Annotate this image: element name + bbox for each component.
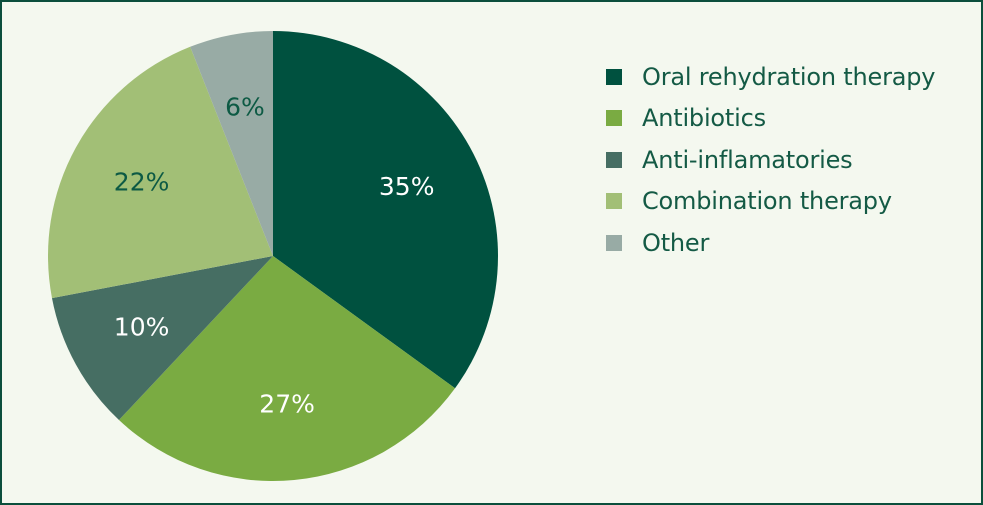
pie-slice-combination-therapy (48, 46, 273, 299)
legend-swatch (606, 68, 622, 85)
legend-label: Other (642, 228, 710, 257)
slice-label: 22% (114, 168, 170, 197)
legend-label: Oral rehydration therapy (642, 62, 936, 91)
slice-label: 27% (259, 389, 315, 418)
legend-swatch (606, 193, 622, 210)
pie-slice-anti-inflamatories (51, 256, 273, 421)
slice-label: 35% (379, 172, 435, 201)
slice-label: 6% (225, 93, 265, 122)
legend: Oral rehydration therapy Antibiotics Ant… (606, 56, 976, 264)
legend-item-oral-rehydration-therapy: Oral rehydration therapy (606, 56, 976, 98)
pie-slice-oral-rehydration-therapy (273, 31, 498, 389)
legend-label: Antibiotics (642, 104, 766, 133)
legend-item-other: Other (606, 222, 976, 264)
legend-swatch (606, 110, 622, 127)
pie-slice-other (190, 31, 273, 256)
legend-item-anti-inflamatories: Anti-inflamatories (606, 139, 976, 181)
slice-label: 10% (114, 312, 170, 341)
legend-swatch (606, 234, 622, 251)
legend-item-combination-therapy: Combination therapy (606, 181, 976, 223)
legend-item-antibiotics: Antibiotics (606, 98, 976, 140)
legend-label: Anti-inflamatories (642, 145, 853, 174)
pie-slice-antibiotics (118, 256, 456, 481)
legend-swatch (606, 151, 622, 168)
legend-label: Combination therapy (642, 187, 892, 216)
